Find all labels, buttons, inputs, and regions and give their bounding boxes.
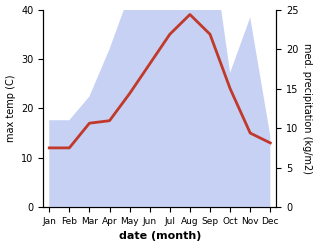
Y-axis label: med. precipitation (kg/m2): med. precipitation (kg/m2) xyxy=(302,43,313,174)
Y-axis label: max temp (C): max temp (C) xyxy=(5,75,16,142)
X-axis label: date (month): date (month) xyxy=(119,231,201,242)
